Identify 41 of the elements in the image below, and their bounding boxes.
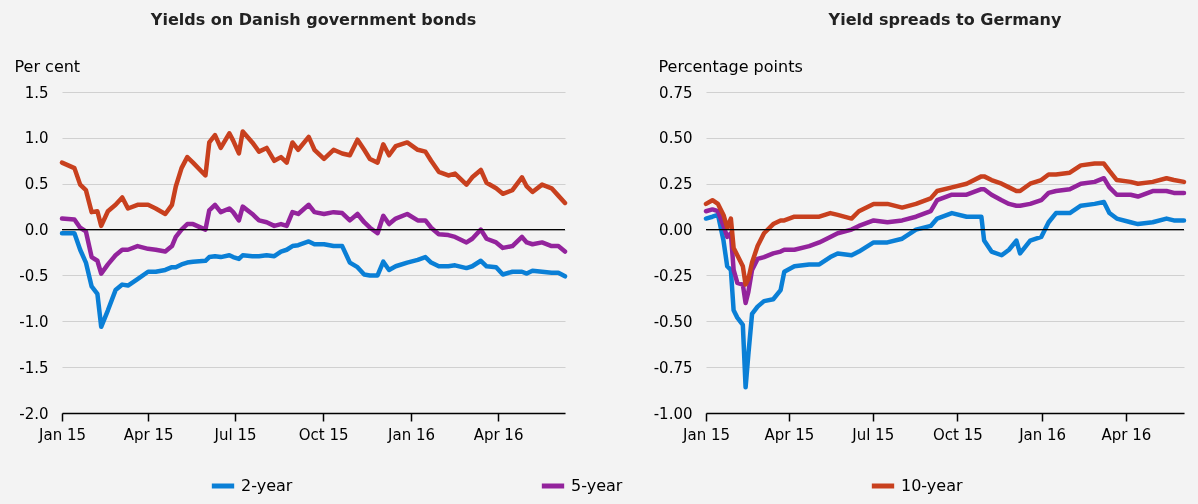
y-tick-label: -0.50	[653, 312, 693, 331]
y-tick-label: 1.5	[24, 83, 49, 102]
x-tick-label: Apr 15	[123, 425, 174, 444]
y-tick-label: -1.0	[19, 312, 49, 331]
y-tick-label: -1.00	[653, 404, 693, 423]
y-tick-label: -0.25	[653, 266, 693, 285]
y-axis-title: Per cent	[14, 56, 81, 76]
x-tick-label: Jan 16	[387, 425, 436, 444]
x-tick-label: Jan 16	[1018, 425, 1067, 444]
line-series	[703, 161, 1187, 287]
y-tick-label: 1.0	[24, 129, 49, 148]
x-tick-label: Oct 15	[933, 425, 983, 444]
y-tick-label: -2.0	[19, 404, 49, 423]
line-series	[59, 129, 568, 229]
chart-title: Yield spreads to Germany	[827, 10, 1062, 29]
y-tick-label: 0.50	[659, 129, 693, 148]
line-series	[703, 199, 1187, 390]
legend-label: 10-year	[901, 476, 963, 495]
x-tick-label: Oct 15	[298, 425, 349, 444]
y-tick-label: -0.5	[19, 266, 49, 285]
x-tick-label: Jan 15	[682, 425, 730, 444]
y-axis-title: Percentage points	[658, 56, 803, 76]
x-tick-label: Apr 15	[764, 425, 815, 444]
x-tick-label: Apr 16	[473, 425, 524, 444]
y-tick-label: 0.75	[659, 83, 693, 102]
x-tick-label: Jan 15	[38, 425, 86, 444]
y-tick-label: -0.75	[653, 358, 693, 377]
y-tick-label: 0.0	[24, 221, 49, 240]
y-tick-label: -1.5	[19, 358, 49, 377]
line-series	[703, 175, 1187, 306]
y-tick-label: 0.5	[24, 175, 49, 194]
x-tick-label: Apr 16	[1101, 425, 1152, 444]
chart-title: Yields on Danish government bonds	[149, 10, 477, 29]
y-tick-label: 0.25	[659, 175, 693, 194]
line-series	[59, 230, 568, 330]
legend-label: 5-year	[571, 476, 623, 495]
legend-label: 2-year	[241, 476, 293, 495]
line-series	[59, 202, 568, 276]
x-tick-label: Jul 15	[851, 425, 895, 444]
x-tick-label: Jul 15	[213, 425, 257, 444]
y-tick-label: 0.00	[659, 221, 693, 240]
